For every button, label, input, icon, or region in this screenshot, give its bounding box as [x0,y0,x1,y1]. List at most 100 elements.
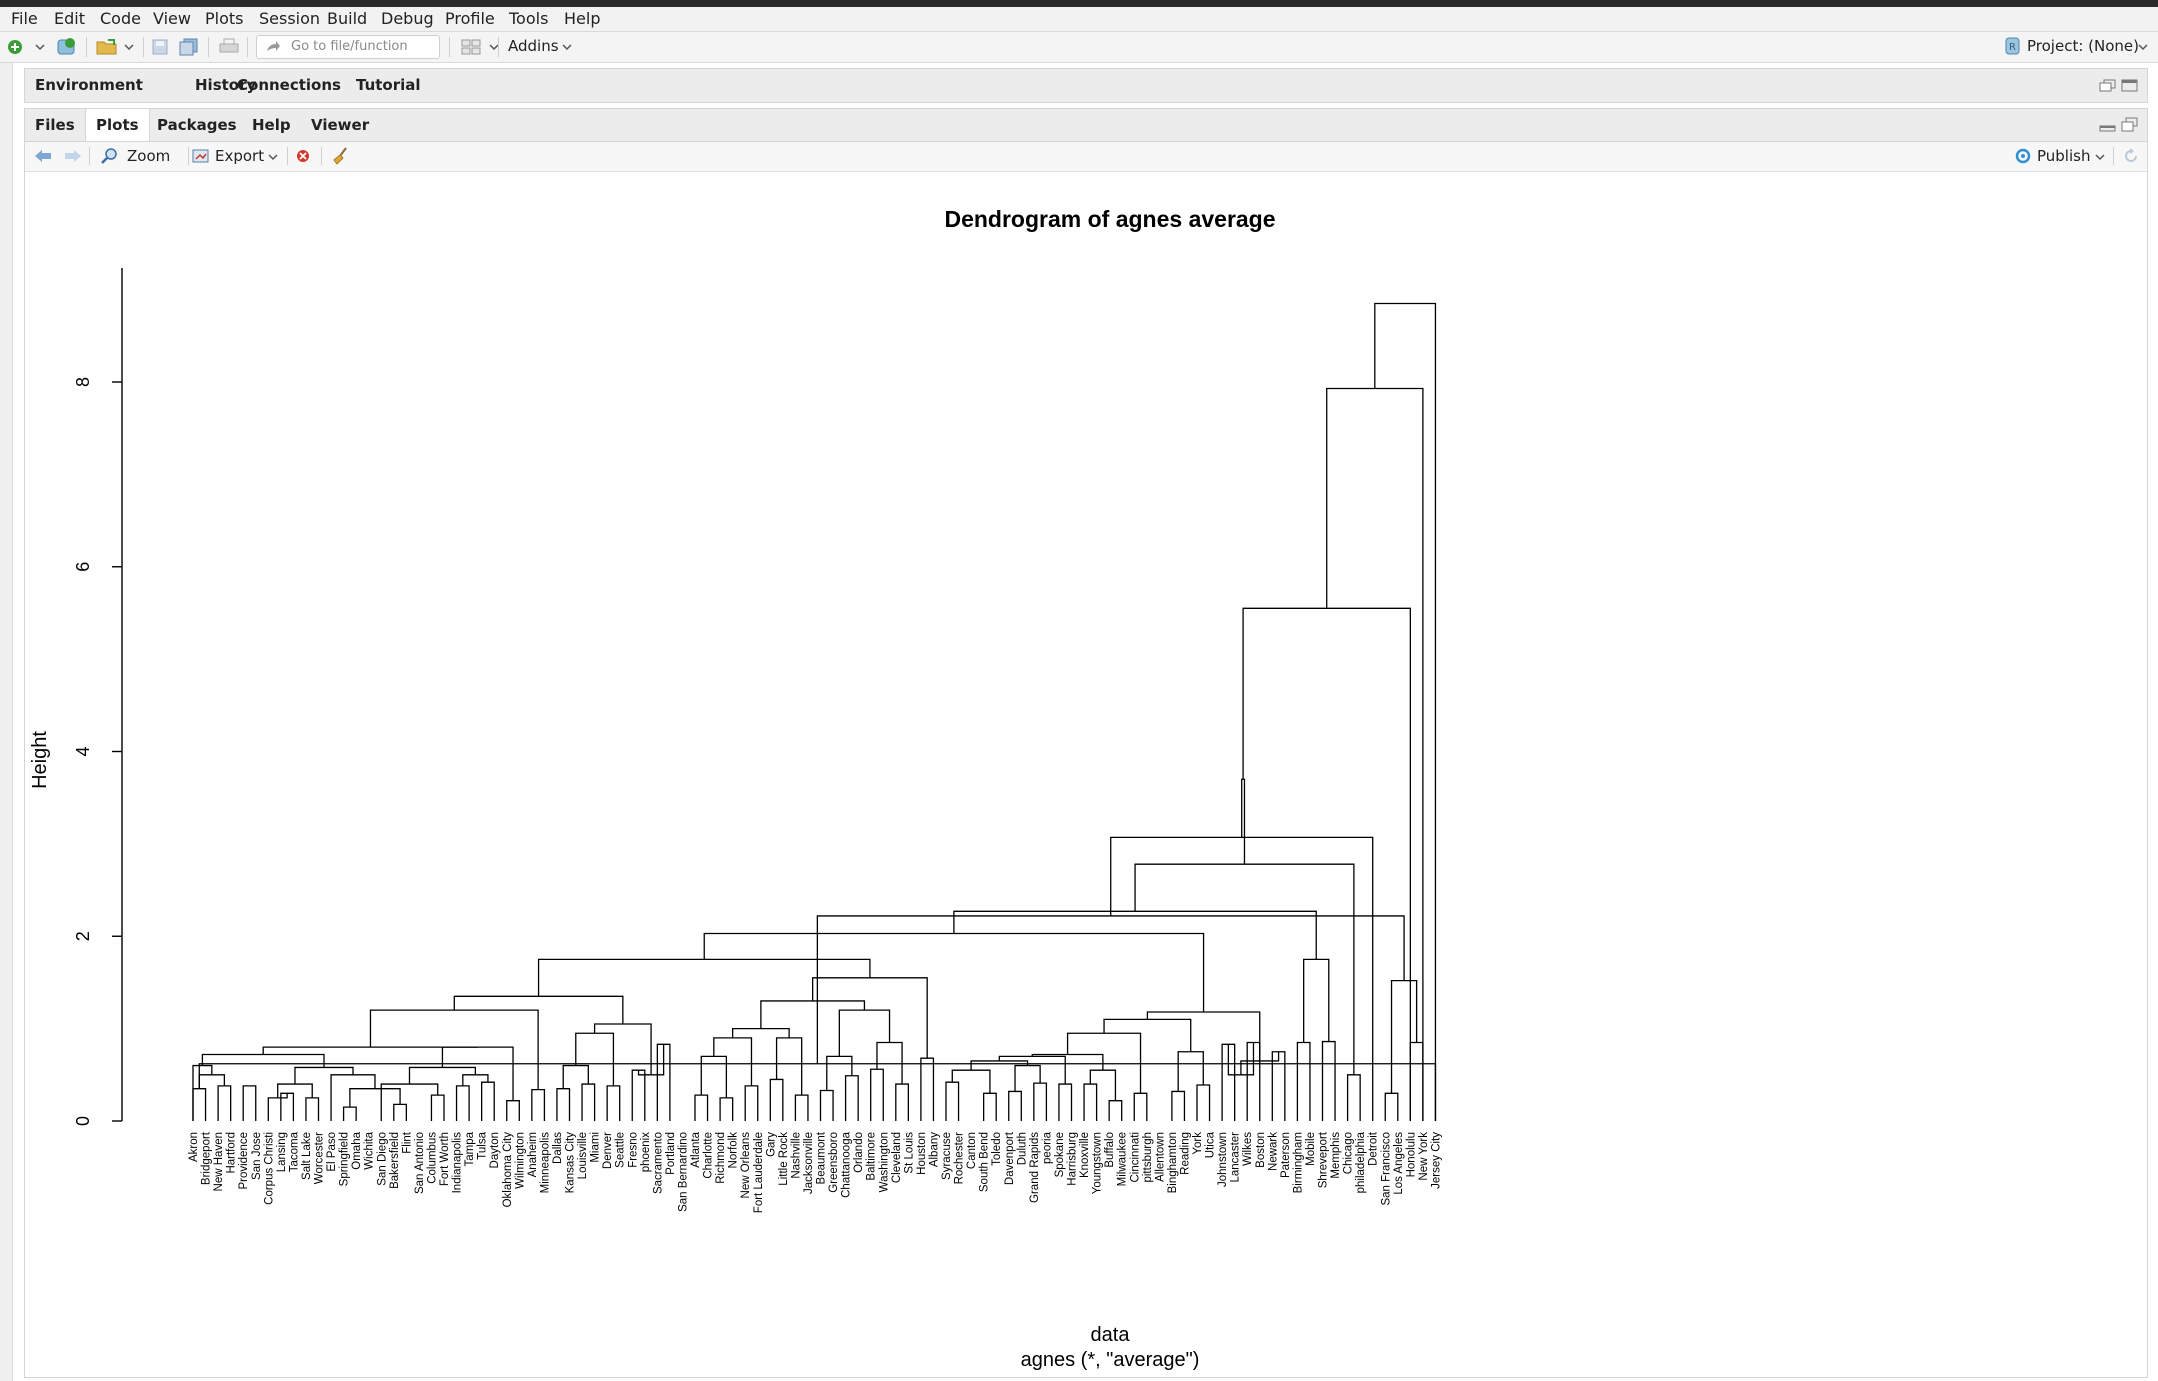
chevron-down-icon[interactable] [268,153,278,161]
dendrogram-link [192,1064,213,1121]
export-button[interactable]: Export [215,147,265,165]
dendrogram-link [408,1066,477,1085]
menu-edit[interactable]: Edit [54,9,85,28]
open-folder-icon[interactable] [96,38,118,56]
project-menu[interactable]: Project: (None) [2027,37,2139,55]
leaf-label: St Louis [903,1132,915,1174]
leaf-label: Tacoma [288,1131,300,1172]
left-pane-collapsed[interactable] [0,63,13,1381]
publish-button[interactable]: Publish [2037,147,2091,165]
leaf-label: Providence [238,1132,250,1190]
dendrogram-link [760,1000,866,1029]
leaf-label: Albany [928,1132,940,1167]
plots-pane: Files Plots Packages Help Viewer Zoom Ex… [24,108,2148,1378]
window-top-bar [0,0,2158,7]
tab-history[interactable]: History [195,76,257,94]
dendrogram-link [192,1088,207,1121]
refresh-icon[interactable] [2122,147,2140,165]
chevron-down-icon[interactable] [562,43,572,51]
zoom-icon[interactable] [101,147,119,165]
restore-pane-icon[interactable] [2099,79,2117,93]
y-tick-label: 6 [73,562,93,572]
svg-text:R: R [2009,42,2016,53]
dendrogram-link [1089,1069,1117,1101]
menu-session[interactable]: Session [259,9,321,28]
menu-profile[interactable]: Profile [445,9,495,28]
dendrogram-link [700,1055,728,1098]
leaf-label: Charlotte [703,1132,715,1179]
y-axis-ticks: 0 2 4 6 8 [73,377,122,1126]
dendrogram-link [267,1093,288,1121]
menu-file[interactable]: File [11,9,38,28]
dendrogram-link [575,1032,615,1086]
zoom-button[interactable]: Zoom [127,147,171,165]
leaf-label: Wichita [364,1131,376,1169]
maximize-pane-icon[interactable] [2121,79,2139,93]
tab-plots[interactable]: Plots [85,109,150,141]
grid-layout-icon[interactable] [461,38,481,56]
leaf-label: Shreveport [1318,1131,1330,1188]
forward-arrow-icon[interactable] [63,148,83,164]
export-icon[interactable] [191,147,211,165]
dendrogram-link [895,1083,909,1121]
project-icon[interactable]: R [2004,36,2022,56]
new-project-icon[interactable] [56,37,78,57]
tab-environment[interactable]: Environment [35,76,143,94]
dendrogram-link [606,1085,621,1121]
restore-pane-icon[interactable] [2121,117,2139,133]
menu-tools[interactable]: Tools [509,9,549,28]
chevron-down-icon[interactable] [2138,43,2148,51]
publish-icon[interactable] [2013,148,2033,164]
leaf-label: Rochester [954,1132,966,1185]
menu-help[interactable]: Help [564,9,601,28]
leaf-label: South Bend [979,1132,991,1192]
chevron-down-icon[interactable] [489,43,499,51]
leaf-label: Lancaster [1230,1132,1242,1183]
tab-connections[interactable]: Connections [237,76,341,94]
addins-menu[interactable]: Addins [508,37,559,55]
dendrogram-link [581,1083,596,1121]
leaf-label: Birmingham [1292,1132,1304,1193]
tab-packages[interactable]: Packages [157,116,237,134]
save-icon[interactable] [151,38,169,56]
leaf-label: Atlanta [690,1131,702,1167]
menu-view[interactable]: View [153,9,191,28]
dendrogram-link [537,958,871,997]
chevron-down-icon[interactable] [124,43,134,51]
menu-plots[interactable]: Plots [205,9,244,28]
leaf-label: San Francisco [1380,1132,1392,1206]
dendrogram-link [305,1097,320,1121]
chart-title: Dendrogram of agnes average [944,206,1275,232]
broom-icon[interactable] [331,147,349,165]
goto-file-input[interactable]: Go to file/function [256,35,440,59]
leaf-label: Duluth [1016,1132,1028,1165]
leaf-label: Columbus [426,1132,438,1184]
chevron-down-icon[interactable] [35,43,45,51]
dendrogram-link [262,1046,478,1055]
save-all-icon[interactable] [179,38,199,56]
dendrogram-link [349,1088,401,1108]
dendrogram-link [1303,958,1330,1043]
new-file-icon[interactable] [6,38,24,56]
leaf-label: Dayton [489,1132,501,1168]
leaf-label: philadelphia [1355,1131,1367,1193]
menu-build[interactable]: Build [327,9,368,28]
tab-files[interactable]: Files [35,116,75,134]
dendrogram-link [562,1064,589,1089]
leaf-label: Orlando [853,1132,865,1173]
leaf-label: Chicago [1343,1132,1355,1174]
menu-debug[interactable]: Debug [381,9,434,28]
minimize-pane-icon[interactable] [2099,123,2117,133]
menu-code[interactable]: Code [100,9,141,28]
dendrogram-link [719,1097,734,1121]
chevron-down-icon[interactable] [2095,153,2105,161]
leaf-label: Gary [765,1132,777,1157]
leaf-label: phoenix [640,1132,652,1173]
tab-help[interactable]: Help [252,116,291,134]
tab-viewer[interactable]: Viewer [311,116,370,134]
remove-plot-icon[interactable] [295,148,311,164]
tab-tutorial[interactable]: Tutorial [356,76,421,94]
back-arrow-icon[interactable] [33,148,53,164]
leaf-label: Norfolk [728,1132,740,1169]
print-icon[interactable] [219,38,239,56]
